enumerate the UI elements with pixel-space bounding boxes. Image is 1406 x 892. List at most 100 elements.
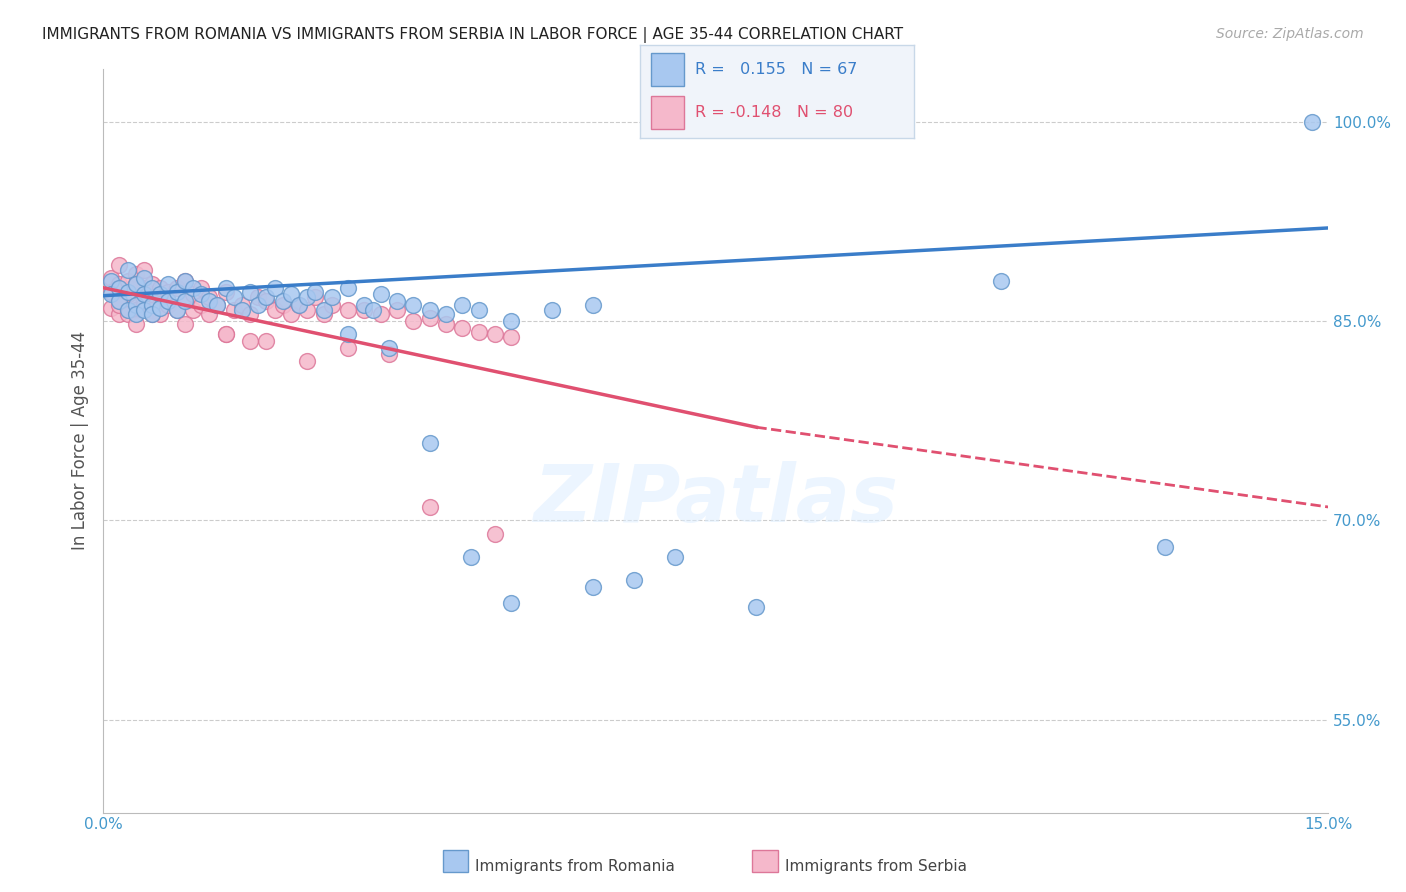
Point	[207, 298, 229, 312]
Point	[501, 330, 523, 344]
Point	[304, 290, 326, 304]
Point	[247, 290, 270, 304]
Point	[501, 314, 523, 328]
Point	[108, 281, 131, 295]
Point	[149, 290, 172, 304]
Point	[157, 298, 180, 312]
Point	[271, 293, 294, 308]
FancyBboxPatch shape	[651, 96, 683, 129]
Point	[117, 263, 139, 277]
Point	[337, 281, 360, 295]
Point	[321, 290, 343, 304]
Point	[239, 334, 262, 348]
Point	[304, 285, 326, 299]
Point	[239, 307, 262, 321]
Point	[125, 307, 148, 321]
Point	[271, 298, 294, 312]
Point	[100, 301, 122, 315]
Point	[117, 274, 139, 288]
Point	[149, 281, 172, 295]
Point	[117, 285, 139, 299]
Point	[402, 314, 425, 328]
Point	[141, 298, 163, 312]
Point	[132, 287, 155, 301]
Point	[198, 290, 221, 304]
Point	[141, 307, 163, 321]
Point	[157, 277, 180, 291]
Point	[297, 303, 319, 318]
Text: R = -0.148   N = 80: R = -0.148 N = 80	[695, 105, 852, 120]
Point	[108, 298, 131, 312]
Point	[460, 550, 482, 565]
Point	[297, 290, 319, 304]
Point	[1301, 114, 1323, 128]
Point	[1153, 540, 1175, 554]
Point	[100, 274, 122, 288]
Point	[181, 281, 204, 295]
Point	[141, 287, 163, 301]
Point	[108, 258, 131, 272]
Point	[108, 293, 131, 308]
Point	[166, 285, 188, 299]
Point	[214, 327, 236, 342]
Point	[419, 311, 441, 326]
Point	[370, 307, 392, 321]
Point	[125, 268, 148, 282]
Point	[582, 580, 605, 594]
Point	[353, 303, 375, 318]
Point	[117, 287, 139, 301]
Point	[385, 293, 408, 308]
Point	[468, 303, 491, 318]
Point	[280, 307, 302, 321]
Point	[173, 274, 195, 288]
Point	[166, 303, 188, 318]
Point	[419, 500, 441, 514]
Point	[100, 287, 122, 301]
Y-axis label: In Labor Force | Age 35-44: In Labor Force | Age 35-44	[72, 331, 89, 550]
Point	[256, 290, 278, 304]
Point	[132, 281, 155, 295]
Point	[173, 293, 195, 308]
Point	[157, 293, 180, 308]
Text: Immigrants from Serbia: Immigrants from Serbia	[785, 859, 966, 873]
Point	[353, 298, 375, 312]
Point	[321, 298, 343, 312]
Point	[181, 303, 204, 318]
Point	[108, 281, 131, 295]
Point	[125, 303, 148, 318]
Point	[288, 298, 311, 312]
Point	[231, 298, 253, 312]
Point	[312, 307, 335, 321]
Point	[141, 277, 163, 291]
Text: IMMIGRANTS FROM ROMANIA VS IMMIGRANTS FROM SERBIA IN LABOR FORCE | AGE 35-44 COR: IMMIGRANTS FROM ROMANIA VS IMMIGRANTS FR…	[42, 27, 903, 43]
Point	[541, 303, 564, 318]
Point	[117, 303, 139, 318]
Point	[141, 303, 163, 318]
Text: Immigrants from Romania: Immigrants from Romania	[475, 859, 675, 873]
Point	[402, 298, 425, 312]
Point	[198, 307, 221, 321]
Point	[132, 271, 155, 285]
Point	[378, 347, 401, 361]
Point	[173, 274, 195, 288]
Point	[132, 263, 155, 277]
Point	[157, 285, 180, 299]
Point	[484, 327, 506, 342]
Point	[263, 281, 285, 295]
Point	[297, 353, 319, 368]
Point	[117, 307, 139, 321]
Point	[149, 307, 172, 321]
Point	[132, 298, 155, 312]
Text: Source: ZipAtlas.com: Source: ZipAtlas.com	[1216, 27, 1364, 41]
Point	[190, 298, 212, 312]
Point	[385, 303, 408, 318]
Text: R =   0.155   N = 67: R = 0.155 N = 67	[695, 62, 856, 78]
Point	[117, 303, 139, 318]
Point	[623, 573, 645, 587]
Point	[263, 303, 285, 318]
Point	[484, 526, 506, 541]
Point	[181, 287, 204, 301]
Point	[337, 303, 360, 318]
Point	[125, 298, 148, 312]
Point	[100, 271, 122, 285]
